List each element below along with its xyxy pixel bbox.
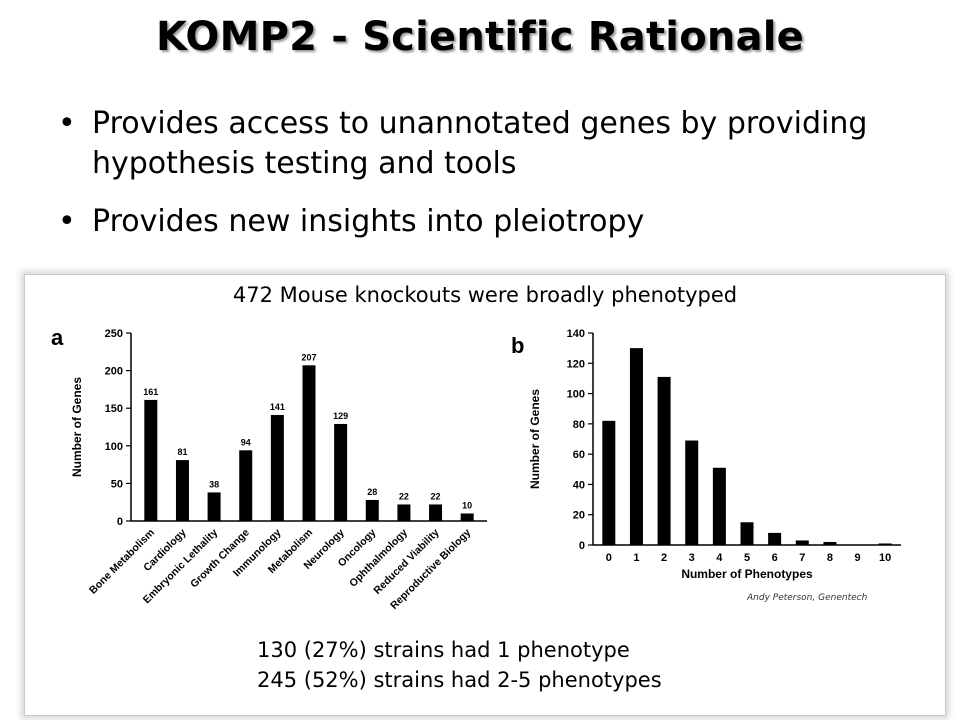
y-tick-label: 120	[567, 358, 585, 370]
bar	[144, 399, 158, 521]
footer-text: 130 (27%) strains had 1 phenotype 245 (5…	[257, 635, 662, 695]
bullet-dot-icon: •	[58, 204, 76, 239]
footer-line: 130 (27%) strains had 1 phenotype	[257, 638, 630, 662]
bullet-item: • Provides new insights into pleiotropy	[56, 202, 936, 242]
category-label: 1	[633, 552, 639, 564]
category-label: 2	[661, 552, 667, 564]
y-tick-label: 0	[117, 516, 123, 528]
y-tick-label: 20	[573, 510, 585, 522]
bar	[823, 541, 837, 545]
chart-b: b 0 20 40 60 80 100 120 140 Number of Genes 0 1 2 3 4 5…	[511, 328, 901, 581]
bullet-text: Provides new insights into pleiotropy	[92, 204, 645, 239]
y-tick-label: 140	[567, 328, 585, 340]
bar	[397, 504, 411, 521]
data-label: 81	[177, 447, 187, 457]
panel-title: 472 Mouse knockouts were broadly phenoty…	[232, 283, 738, 307]
category-label: 9	[854, 552, 860, 564]
bar	[768, 532, 782, 545]
data-label: 38	[209, 479, 219, 489]
bar	[795, 540, 809, 545]
data-label: 161	[143, 387, 158, 397]
panel-label: a	[51, 325, 64, 350]
bar	[460, 513, 474, 521]
category-label: 7	[799, 552, 805, 564]
data-label: 129	[333, 411, 348, 421]
category-label: 8	[827, 552, 833, 564]
data-label: 207	[301, 352, 316, 362]
bar	[657, 376, 671, 545]
y-tick-label: 40	[573, 479, 585, 491]
category-label: 4	[716, 552, 723, 564]
bar	[270, 414, 284, 521]
panel-label: b	[511, 333, 524, 358]
y-tick-label: 250	[105, 328, 123, 340]
y-tick-label: 200	[105, 366, 123, 378]
bullet-item: • Provides access to unannotated genes by…	[56, 104, 936, 184]
data-label: 22	[431, 491, 441, 501]
bar	[365, 499, 379, 521]
figure-panel: 472 Mouse knockouts were broadly phenoty…	[24, 274, 946, 716]
bar	[207, 492, 221, 521]
bar	[302, 365, 316, 521]
x-axis-label: Number of Phenotypes	[681, 567, 813, 581]
bar	[712, 467, 726, 545]
slide-title: KOMP2 - Scientific Rationale	[155, 14, 805, 60]
y-tick-label: 80	[573, 419, 585, 431]
bar	[429, 504, 443, 521]
bar	[239, 450, 253, 521]
y-axis-label: Number of Genes	[528, 389, 542, 489]
data-label: 141	[270, 402, 285, 412]
y-tick-label: 150	[105, 403, 123, 415]
data-label: 28	[367, 487, 377, 497]
bullet-dot-icon: •	[58, 106, 76, 141]
y-tick-label: 50	[111, 478, 123, 490]
bullet-text: Provides access to unannotated genes by …	[92, 106, 868, 181]
data-label: 22	[399, 491, 409, 501]
data-label: 94	[241, 437, 251, 447]
bar	[175, 460, 189, 521]
bar	[629, 348, 643, 545]
bullet-list: • Provides access to unannotated genes by…	[56, 104, 936, 260]
bar	[878, 543, 892, 545]
bar	[602, 420, 616, 545]
category-label: 6	[772, 552, 778, 564]
y-tick-label: 100	[105, 441, 123, 453]
data-label: 10	[462, 500, 472, 510]
bar	[685, 440, 699, 545]
category-label: 0	[606, 552, 612, 564]
y-tick-label: 0	[579, 540, 585, 552]
bar	[334, 423, 348, 521]
footer-line: 245 (52%) strains had 2-5 phenotypes	[257, 668, 662, 692]
y-tick-label: 60	[573, 449, 585, 461]
bar	[740, 522, 754, 545]
category-label: 5	[744, 552, 750, 564]
credit-text: Andy Peterson, Genentech	[747, 593, 868, 603]
y-tick-label: 100	[567, 389, 585, 401]
y-axis-label: Number of Genes	[70, 377, 84, 477]
category-label: 3	[689, 552, 695, 564]
category-label: 10	[879, 552, 891, 564]
